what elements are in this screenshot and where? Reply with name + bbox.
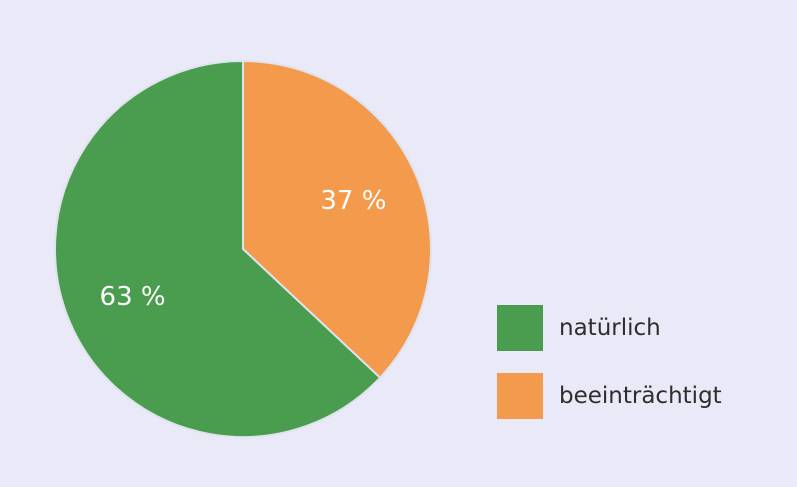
slice-label-beeintraechtigt: 37 % <box>320 186 386 216</box>
legend-swatch-natuerlich <box>497 305 543 351</box>
pie-slice-labels: 37 % 63 % <box>100 186 387 312</box>
slice-label-natuerlich: 63 % <box>100 282 166 312</box>
legend-swatch-beeintraechtigt <box>497 373 543 419</box>
pie-slice-natuerlich <box>54 60 382 438</box>
legend: natürlich beeinträchtigt <box>497 305 722 419</box>
pie-slice-beeintraechtigt <box>242 60 432 379</box>
legend-label-natuerlich: natürlich <box>559 315 661 341</box>
pie-slices <box>54 60 432 438</box>
legend-label-beeintraechtigt: beeinträchtigt <box>559 383 722 409</box>
